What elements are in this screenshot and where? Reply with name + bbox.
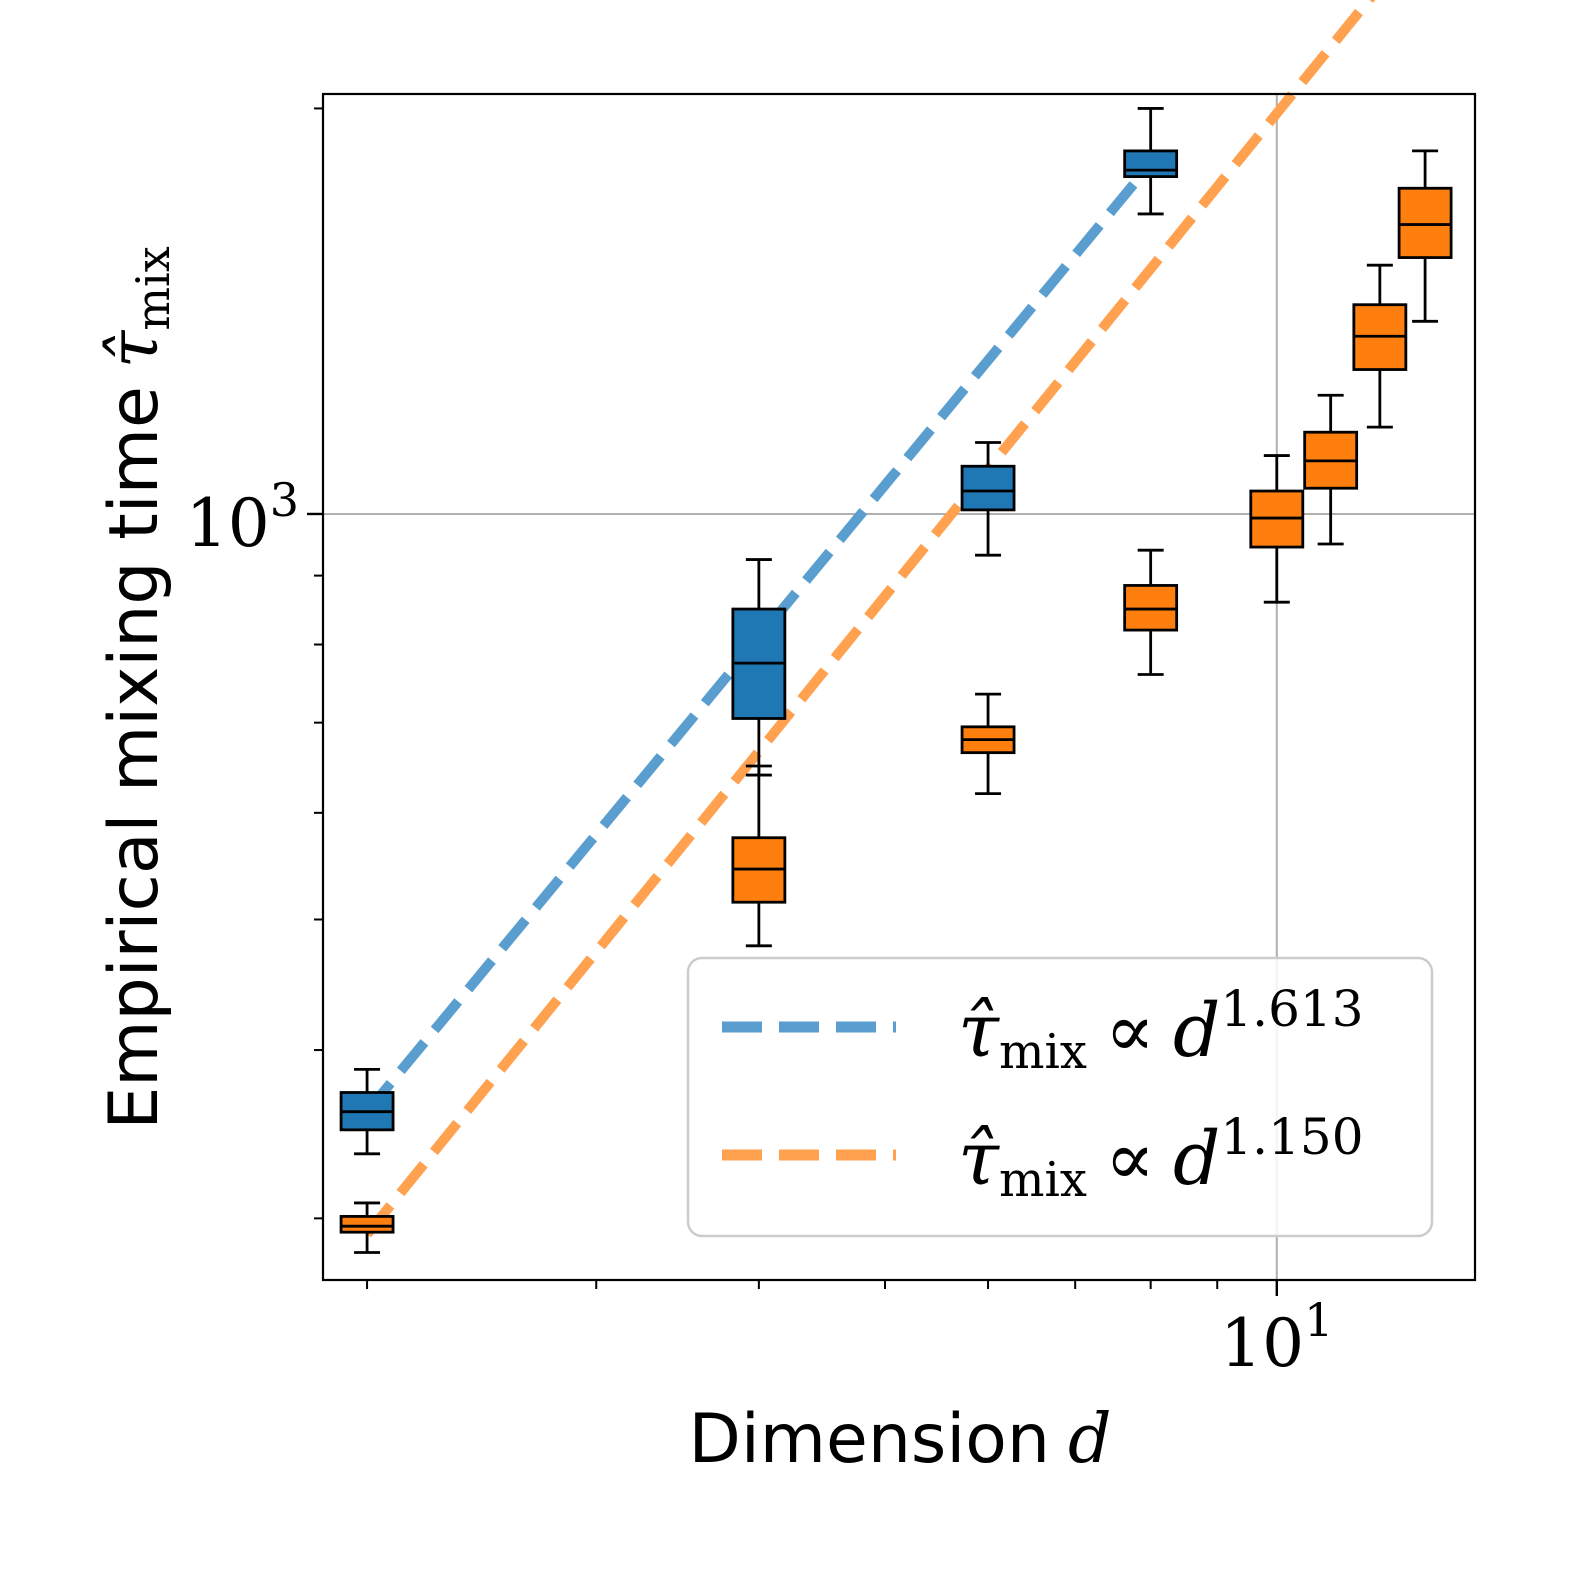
legend-label-orange: τ̂mix ∝ d1.150 xyxy=(958,1108,1364,1208)
box-blue-d6 xyxy=(960,441,1016,557)
box-iqr xyxy=(960,464,1016,512)
x-axis-label: Dimension d xyxy=(689,1400,1112,1479)
box-blue-d8 xyxy=(1123,107,1179,216)
box-plots xyxy=(339,107,1453,1254)
box-iqr xyxy=(339,1215,395,1234)
box-blue-d2 xyxy=(339,1067,395,1156)
legend-label-blue: τ̂mix ∝ d1.613 xyxy=(958,980,1364,1080)
y-tick-base: 10 xyxy=(186,485,270,562)
x-tick-label: 101 xyxy=(1220,1293,1333,1382)
y-tick-exponent: 3 xyxy=(270,473,299,527)
y-tick-label: 103 xyxy=(186,473,299,562)
box-blue-d4 xyxy=(731,558,787,777)
box-orange-d4 xyxy=(731,764,787,948)
legend: τ̂mix ∝ d1.613 τ̂mix ∝ d1.150 xyxy=(686,956,1434,1238)
axes-frame xyxy=(321,92,1477,1282)
fit-line-orange xyxy=(363,0,1376,1238)
box-orange-d13 xyxy=(1397,149,1453,323)
box-orange-d6 xyxy=(960,692,1016,796)
y-axis-label: Empirical mixing timeτ̂mix xyxy=(95,246,180,1129)
box-orange-d12 xyxy=(1352,263,1408,429)
box-orange-d11 xyxy=(1303,393,1359,546)
box-iqr xyxy=(1397,186,1453,259)
box-iqr xyxy=(1123,149,1179,179)
box-orange-d2 xyxy=(339,1201,395,1254)
box-orange-d8 xyxy=(1123,548,1179,676)
x-tick-base: 10 xyxy=(1220,1305,1304,1382)
box-orange-d10 xyxy=(1249,454,1305,604)
x-tick-exponent: 1 xyxy=(1304,1293,1333,1347)
